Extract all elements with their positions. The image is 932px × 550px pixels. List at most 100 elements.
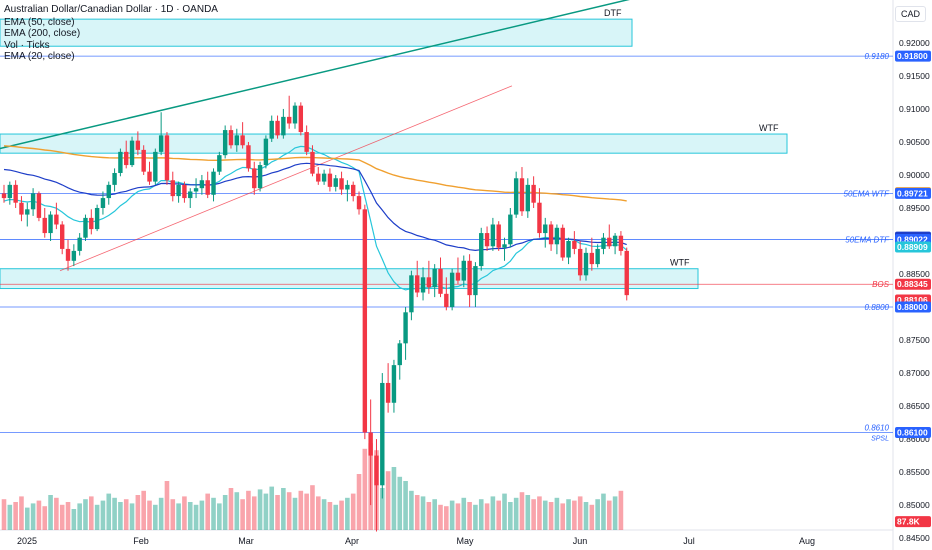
candle-body-6	[36, 193, 42, 218]
candle-body-37	[217, 155, 222, 172]
candle-body-70	[409, 275, 414, 313]
y-tick-15: 0.84500	[899, 533, 930, 543]
volume-bar-28	[164, 481, 170, 530]
x-tick-5: Jun	[573, 536, 588, 546]
y-tick-12: 0.86000	[899, 434, 930, 444]
candle-body-68	[397, 343, 402, 366]
volume-bar-11	[65, 502, 71, 530]
trendline-red	[59, 85, 513, 272]
candle-body-23	[135, 140, 141, 150]
indicator-ema200[interactable]: EMA (200, close)	[4, 28, 81, 39]
volume-bar-73	[426, 502, 432, 530]
indicator-ema20[interactable]: EMA (20, close)	[4, 51, 75, 62]
candle-body-94	[548, 224, 554, 245]
volume-bar-80	[467, 502, 472, 530]
candle-body-85	[496, 224, 501, 248]
volume-bar-4	[24, 507, 30, 530]
volume-bar-91	[531, 499, 536, 530]
level-label-6: BOS	[872, 280, 890, 289]
volume-bar-50	[292, 497, 298, 530]
candle-body-27	[158, 135, 164, 152]
candle-body-15	[89, 217, 94, 230]
volume-bar-18	[106, 493, 112, 530]
candle-body-106	[618, 235, 624, 251]
volume-bar-88	[513, 497, 519, 530]
candle-body-58	[339, 178, 344, 190]
volume-bar-56	[327, 502, 333, 530]
candle-body-9	[54, 214, 59, 225]
price-tag-9: 0.86100	[897, 427, 928, 437]
volume-bar-52	[304, 493, 309, 530]
volume-bar-20	[118, 502, 123, 530]
zone-1	[0, 133, 788, 154]
candle-body-16	[94, 207, 100, 230]
x-tick-3: Apr	[345, 536, 359, 546]
candle-body-61	[356, 196, 362, 210]
candle-body-14	[83, 217, 88, 238]
candle-body-78	[455, 272, 461, 281]
indicator-volume[interactable]: Vol · Ticks	[4, 39, 50, 51]
candle-body-0	[1, 193, 7, 199]
candle-body-19	[112, 172, 117, 185]
volume-bar-33	[193, 504, 199, 530]
candle-body-41	[240, 135, 245, 146]
candle-body-60	[351, 184, 356, 197]
volume-bar-22	[129, 503, 135, 530]
ema20-line	[3, 145, 628, 291]
candle-body-76	[444, 293, 449, 308]
candle-body-71	[415, 275, 420, 293]
level-label-8: 0.8800	[865, 303, 890, 312]
candle-body-22	[129, 140, 135, 166]
price-tag-4: 0.89022	[897, 235, 928, 245]
volume-bar-65	[380, 488, 385, 530]
volume-bar-95	[554, 497, 560, 530]
zone-2	[0, 268, 699, 290]
volume-bar-5	[30, 503, 36, 530]
volume-bar-92	[537, 496, 542, 530]
volume-bar-96	[560, 503, 566, 530]
volume-bar-104	[606, 500, 612, 530]
volume-bar-21	[123, 499, 129, 530]
candle-body-25	[147, 171, 152, 182]
volume-bar-85	[496, 500, 501, 530]
volume-bar-30	[176, 503, 181, 530]
candle-body-88	[513, 178, 519, 215]
price-tag-bg-8	[895, 301, 931, 313]
volume-bar-48	[281, 488, 286, 530]
volume-bar-57	[333, 504, 339, 530]
candle-body-72	[420, 277, 426, 293]
volume-bar-29	[170, 499, 176, 530]
candle-body-20	[118, 151, 123, 173]
volume-bar-61	[356, 474, 362, 530]
candle-body-13	[77, 237, 82, 251]
indicator-ema50[interactable]: EMA (50, close)	[4, 16, 75, 28]
y-tick-4: 0.90000	[899, 170, 930, 180]
candle-body-79	[461, 260, 466, 281]
volume-bar-23	[135, 495, 141, 530]
currency-button[interactable]: CAD	[894, 6, 926, 22]
candle-body-77	[449, 272, 455, 308]
candle-body-44	[257, 165, 263, 189]
volume-bar-103	[601, 493, 606, 530]
volume-bar-43	[251, 496, 257, 530]
y-tick-1: 0.91500	[899, 71, 930, 81]
volume-bar-83	[484, 503, 490, 530]
candle-body-96	[560, 227, 565, 258]
volume-bar-98	[572, 500, 577, 530]
volume-bar-45	[263, 493, 269, 530]
volume-bar-13	[77, 503, 82, 530]
candle-body-86	[502, 244, 507, 248]
volume-bar-31	[182, 496, 187, 530]
volume-bar-39	[228, 488, 234, 530]
volume-bar-78	[455, 503, 461, 530]
candle-body-101	[589, 252, 595, 265]
level-label-9: 0.8610	[865, 423, 890, 432]
volume-bar-16	[94, 504, 100, 530]
candle-body-84	[490, 224, 496, 247]
volume-bar-84	[490, 496, 496, 530]
volume-bar-14	[83, 499, 88, 530]
x-tick-7: Aug	[799, 536, 815, 546]
volume-bar-42	[246, 490, 251, 530]
candle-body-35	[205, 180, 210, 195]
